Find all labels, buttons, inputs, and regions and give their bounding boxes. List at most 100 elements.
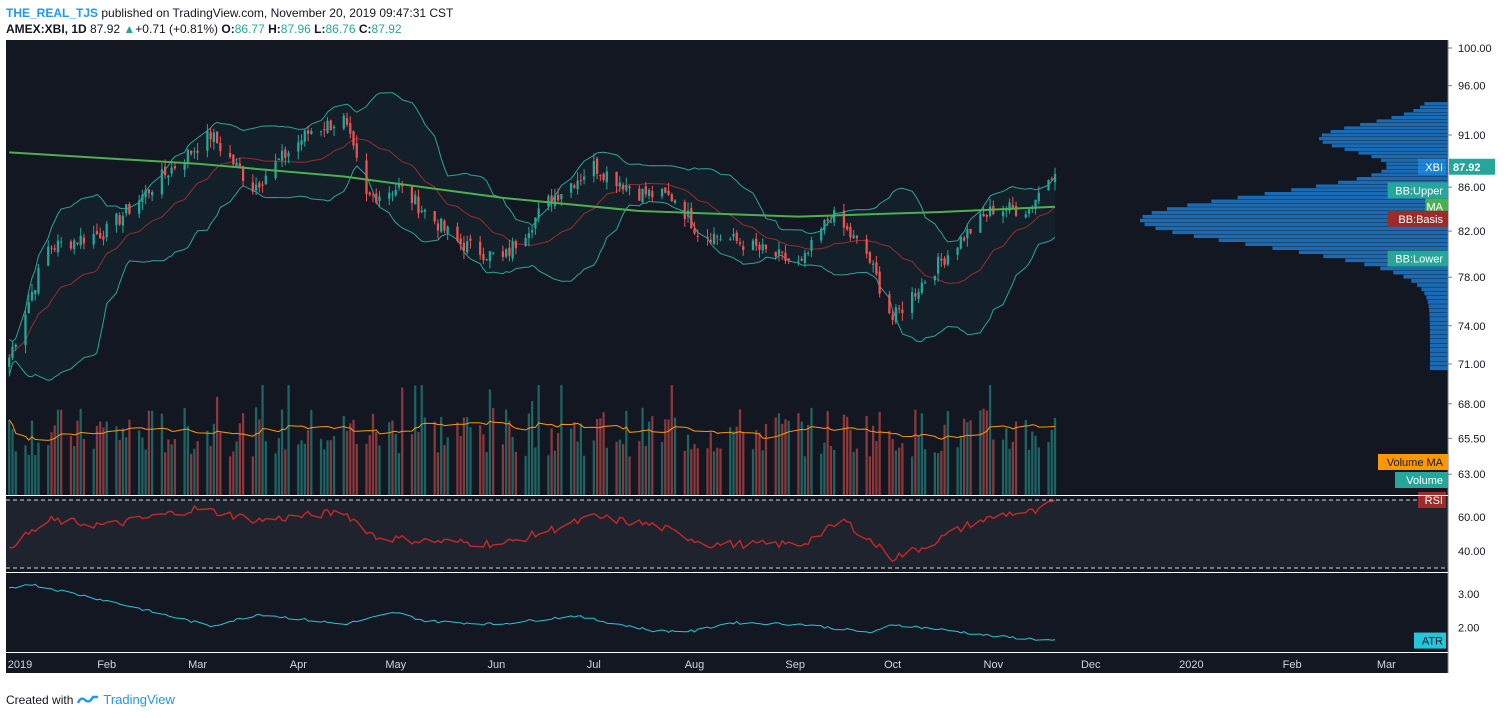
volume-bar <box>329 440 332 495</box>
volume-bar <box>550 428 553 495</box>
candle-body <box>605 171 608 183</box>
volume-bar <box>842 414 846 495</box>
candle-body <box>901 309 904 314</box>
candle-body <box>76 242 79 244</box>
candle-body <box>1005 210 1008 212</box>
candle-body <box>966 229 969 239</box>
volume-profile-bar <box>1413 109 1448 113</box>
volume-bar <box>326 440 329 495</box>
volume-profile-bar <box>1429 330 1448 335</box>
volume-bar <box>923 449 927 495</box>
volume-bar <box>706 448 709 495</box>
candle-body <box>878 271 881 294</box>
candle-body <box>712 233 716 245</box>
candle-body <box>910 292 914 313</box>
volume-bar <box>303 443 306 495</box>
volume-bar <box>482 434 485 495</box>
candle-body <box>508 247 511 256</box>
candle-body <box>849 226 852 238</box>
time-axis-label: 2020 <box>1179 659 1203 671</box>
candle-body <box>823 220 826 231</box>
candle-body <box>482 253 485 261</box>
price-tick-label: 86.00 <box>1458 182 1486 194</box>
volume-profile-bar <box>1323 254 1448 259</box>
candle-body <box>329 120 332 131</box>
candle-body <box>241 166 245 181</box>
volume-profile-bar <box>1386 162 1448 166</box>
volume-profile-bar <box>1403 112 1448 116</box>
volume-bar <box>462 417 466 495</box>
volume-bar <box>423 417 427 495</box>
candle-body <box>443 220 446 231</box>
last-price-badge-bg <box>1449 158 1495 175</box>
volume-bar <box>508 420 511 495</box>
candle-body <box>102 236 105 240</box>
volume-bar <box>852 451 855 495</box>
candle-body <box>875 262 878 275</box>
volume-bar <box>537 385 540 495</box>
volume-bar <box>959 436 962 495</box>
candle-body <box>144 189 147 198</box>
volume-bar <box>940 450 943 495</box>
volume-bar <box>30 420 34 495</box>
volume-bar <box>797 413 800 495</box>
candle-body <box>261 184 264 186</box>
candle-body <box>433 211 436 222</box>
volume-profile-bar <box>1424 102 1448 106</box>
candle-body <box>466 241 469 253</box>
rsi-pane <box>6 496 1448 572</box>
close-value: 87.92 <box>371 22 402 36</box>
candle-body <box>92 233 95 245</box>
volume-profile-bar <box>1331 144 1448 148</box>
candle-body <box>277 158 280 161</box>
volume-bar <box>595 418 599 495</box>
candle-body <box>855 235 859 239</box>
candle-body <box>936 256 940 274</box>
volume-bar <box>105 421 108 495</box>
volume-bar <box>417 431 420 495</box>
volume-bar <box>147 410 151 495</box>
author-name[interactable]: THE_REAL_TJS <box>6 6 99 20</box>
candle-body <box>446 226 449 233</box>
tradingview-brand[interactable]: TradingView <box>103 692 175 707</box>
candle-body <box>151 192 154 196</box>
volume-profile-bar <box>1155 226 1448 231</box>
candle-body <box>423 209 427 212</box>
candle-body <box>128 203 131 214</box>
candle-body <box>11 346 14 359</box>
volume-bar <box>914 409 917 495</box>
volume-bar <box>391 420 394 495</box>
volume-bar <box>24 445 27 495</box>
volume-profile-bar <box>1193 234 1448 239</box>
volume-bar <box>277 438 280 495</box>
volume-bar <box>355 444 358 495</box>
candle-body <box>764 244 768 250</box>
candle-body <box>917 292 920 299</box>
volume-bar <box>888 430 891 495</box>
volume-profile-bar <box>1428 304 1448 309</box>
candle-body <box>1034 199 1037 210</box>
candle-body <box>1024 214 1027 218</box>
volume-bar <box>618 439 621 495</box>
candle-body <box>254 184 258 191</box>
candle-body <box>761 244 764 251</box>
candle-body <box>115 213 118 226</box>
candle-body <box>940 258 943 261</box>
volume-bar <box>807 424 810 495</box>
volume-bar <box>60 409 63 495</box>
volume-bar <box>829 445 833 495</box>
volume-bar <box>284 449 287 495</box>
price-chart[interactable]: 100.00 96.00 91.00 86.00 82.00 78.00 74.00 71.0… <box>0 40 1508 685</box>
volume-bar <box>215 396 219 495</box>
rsi-label: RSI <box>1425 495 1443 507</box>
volume-bar <box>891 439 894 495</box>
candle-body <box>524 238 527 246</box>
candle-body <box>485 259 488 261</box>
volume-bar <box>251 456 254 495</box>
candle-body <box>193 151 196 153</box>
low-label: L: <box>314 22 326 36</box>
bb-upper-label-bg <box>1387 182 1448 199</box>
candle-body <box>527 233 531 239</box>
price-tick-label: 74.00 <box>1458 321 1486 333</box>
volume-bar <box>592 440 595 495</box>
